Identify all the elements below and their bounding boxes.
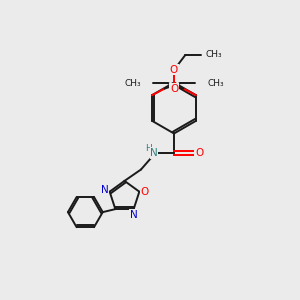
Text: N: N xyxy=(101,185,109,195)
Text: N: N xyxy=(150,148,158,158)
Text: H: H xyxy=(146,144,152,153)
Text: O: O xyxy=(170,65,178,75)
Text: O: O xyxy=(170,84,178,94)
Text: O: O xyxy=(195,148,203,158)
Text: N: N xyxy=(130,209,137,220)
Text: CH₃: CH₃ xyxy=(124,79,141,88)
Text: O: O xyxy=(141,187,149,197)
Text: O: O xyxy=(170,84,178,94)
Text: CH₃: CH₃ xyxy=(207,79,224,88)
Text: CH₃: CH₃ xyxy=(205,50,222,59)
